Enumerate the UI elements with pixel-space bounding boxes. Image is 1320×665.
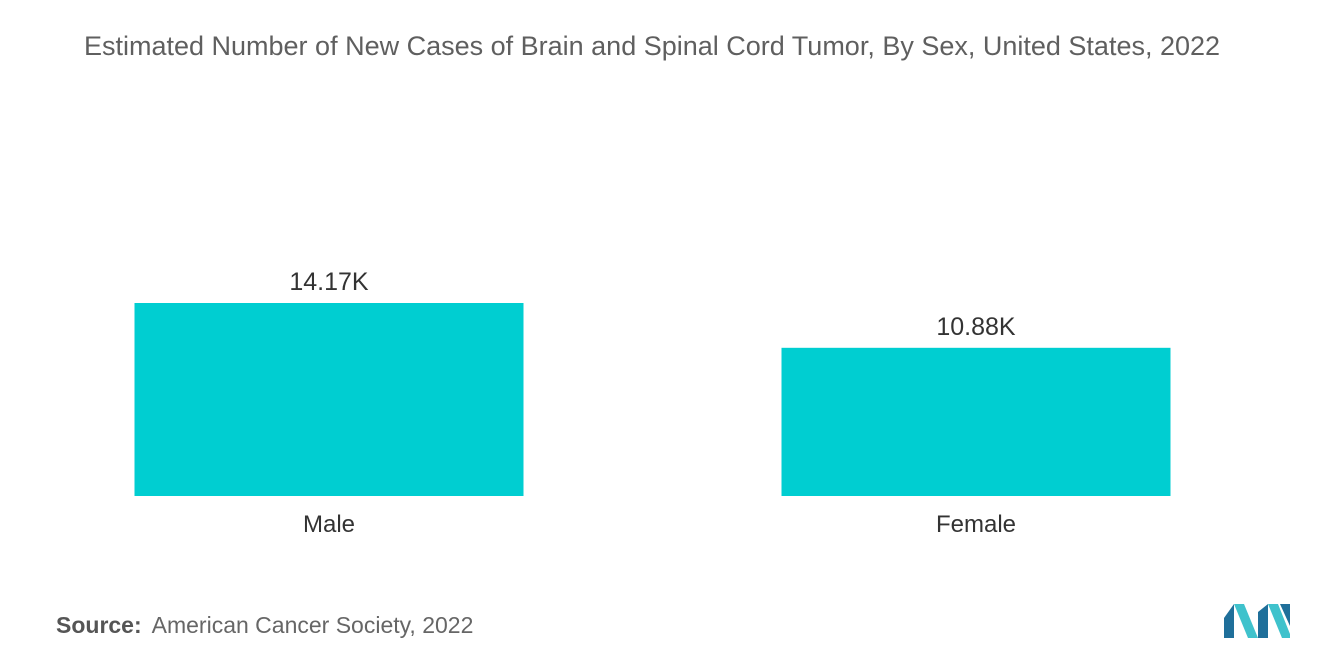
logo-mid-stroke [1258,604,1268,638]
logo-diagonal-2 [1268,604,1290,638]
x-tick-label-male: Male [303,511,355,538]
source-text: American Cancer Society, 2022 [151,612,474,638]
logo-diagonal-1 [1234,604,1258,638]
data-label-male: 14.17K [289,268,369,296]
logo-right-stroke [1280,604,1290,626]
chart-title: Estimated Number of New Cases of Brain a… [83,31,1221,61]
logo-left-stroke [1224,604,1234,638]
data-label-female: 10.88K [936,313,1016,341]
source-label: Source: [56,612,142,638]
brand-logo-icon [1224,604,1290,638]
bar-male [134,303,524,496]
bar-female [781,347,1171,496]
x-tick-label-female: Female [936,511,1016,538]
source-note: Source: American Cancer Society, 2022 [56,612,473,639]
